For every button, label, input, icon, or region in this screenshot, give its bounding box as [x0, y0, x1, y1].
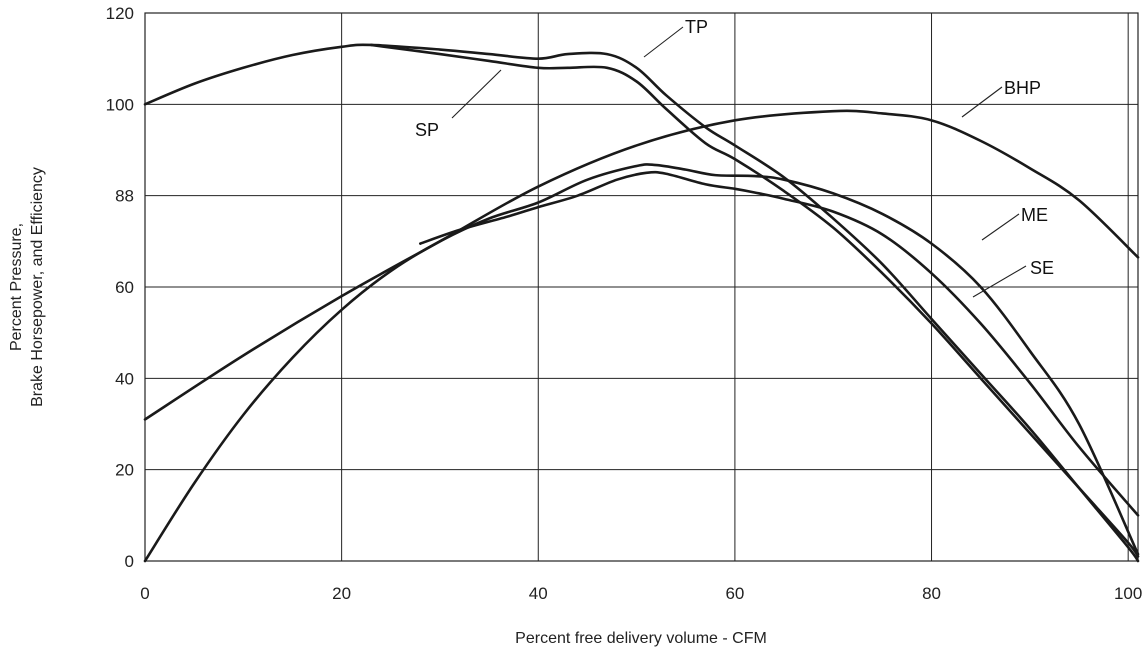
y-tick-label: 40	[115, 369, 134, 388]
se-label: SE	[1030, 258, 1054, 278]
tick-labels: 0 20 40 60 80 100 0 20 40 60 88 100 120	[106, 4, 1143, 603]
y-tick-label: 0	[125, 552, 134, 571]
series-line-se	[418, 170, 1140, 517]
plot-frame	[144, 12, 1139, 562]
y-tick-label: 120	[106, 4, 134, 23]
bhp-leader	[961, 86, 1003, 118]
x-tick-label: 100	[1114, 584, 1142, 603]
bhp-label: BHP	[1004, 78, 1041, 98]
sp-leader	[451, 69, 502, 119]
y-tick-label: 100	[106, 95, 134, 114]
y-tick-label: 20	[115, 461, 134, 480]
x-axis-title: Percent free delivery volume - CFM	[515, 630, 767, 647]
x-tick-label: 0	[140, 584, 149, 603]
series-line-me	[143, 163, 1140, 563]
series-group	[143, 43, 1140, 563]
x-tick-label: 40	[529, 584, 548, 603]
annotations: TP SP BHP ME SE	[415, 17, 1054, 298]
y-tick-label: 60	[115, 278, 134, 297]
tp-label: TP	[685, 17, 708, 37]
y-axis-title-line-1: Percent Pressure,	[8, 223, 25, 351]
y-axis-title: Percent Pressure, Brake Horsepower, and …	[8, 167, 46, 407]
series-line-bhp	[143, 109, 1140, 421]
x-tick-label: 60	[725, 584, 744, 603]
series-line-tp	[143, 43, 1140, 563]
se-leader	[972, 265, 1027, 298]
series-line-sp	[369, 43, 1140, 558]
x-tick-label: 20	[332, 584, 351, 603]
y-tick-label: 88	[115, 187, 134, 206]
me-label: ME	[1021, 205, 1048, 225]
y-axis-title-line-2: Brake Horsepower, and Efficiency	[29, 167, 46, 407]
x-tick-label: 80	[922, 584, 941, 603]
grid	[145, 13, 1138, 561]
sp-label: SP	[415, 120, 439, 140]
tp-leader	[643, 26, 684, 58]
me-leader	[981, 213, 1020, 241]
